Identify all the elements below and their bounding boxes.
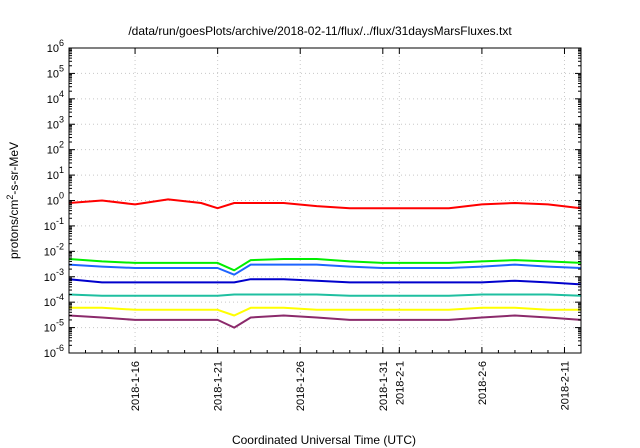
series-line-6 xyxy=(69,306,581,317)
series-line-2 xyxy=(68,258,582,272)
y-tick-label: 100 xyxy=(47,191,64,208)
chart-title: /data/run/goesPlots/archive/2018-02-11/f… xyxy=(128,24,512,38)
x-tick-label: 2018-1-31 xyxy=(378,361,390,411)
y-tick-label: 104 xyxy=(47,89,64,106)
x-tick-label: 2018-1-26 xyxy=(295,361,307,411)
grid xyxy=(69,48,581,353)
x-tick-labels: 2018-1-16 2018-1-21 2018-1-26 2018-1-31 2018… xyxy=(130,361,571,411)
x-tick-label: 2018-1-16 xyxy=(130,361,142,411)
y-tick-label: 101 xyxy=(47,165,64,182)
y-axis-label: protons/cm2-s-sr-MeV xyxy=(5,142,21,259)
x-tick-label: 2018-1-21 xyxy=(213,361,225,411)
series-line-7 xyxy=(68,314,582,329)
y-tick-label: 10-6 xyxy=(44,343,64,360)
y-tick-label: 10-1 xyxy=(44,216,64,233)
x-axis-label: Coordinated Universal Time (UTC) xyxy=(232,433,416,447)
series-line-3 xyxy=(68,263,582,276)
y-tick-labels: 10-6 10-5 10-4 10-3 10-2 10-1 100 101 102 103 104 1… xyxy=(44,38,64,360)
series-line-4 xyxy=(68,278,582,286)
y-tick-label: 105 xyxy=(47,63,64,80)
x-tick-label: 2018-2-1 xyxy=(394,361,406,405)
y-tick-label: 102 xyxy=(47,140,64,157)
y-tick-label: 10-3 xyxy=(44,267,64,284)
ticks xyxy=(68,47,582,354)
y-tick-label: 10-2 xyxy=(44,241,64,258)
y-tick-label: 106 xyxy=(47,38,64,55)
y-tick-label: 103 xyxy=(47,114,64,131)
series-line-1 xyxy=(68,198,582,210)
series-layer xyxy=(68,198,582,329)
x-tick-label: 2018-2-6 xyxy=(477,361,489,405)
x-tick-label: 2018-2-11 xyxy=(559,361,571,410)
y-tick-label: 10-4 xyxy=(44,292,64,309)
series-line-5 xyxy=(68,293,582,297)
y-tick-label: 10-5 xyxy=(44,318,64,335)
